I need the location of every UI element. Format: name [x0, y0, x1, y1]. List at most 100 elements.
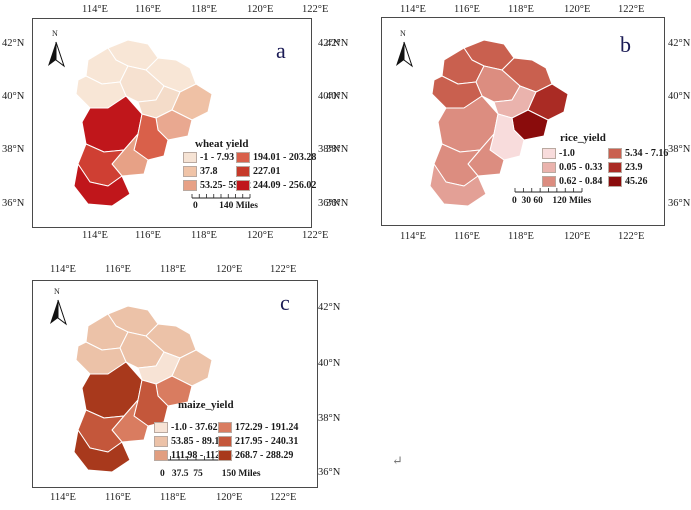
lat-tick-right: 40°N	[318, 91, 341, 102]
map-region	[73, 163, 131, 207]
legend-swatch	[236, 180, 250, 191]
lat-tick-right: 38°N	[318, 413, 341, 424]
lon-tick-top: 116°E	[135, 4, 161, 15]
lon-tick-bottom: 120°E	[247, 230, 274, 241]
lat-tick-right: 38°N	[318, 144, 341, 155]
lat-tick-left: 42°N	[326, 38, 349, 49]
legend-entry: 194.01 - 203.28	[236, 152, 316, 163]
map-panel-maize: 114°E 116°E 118°E 120°E 122°E 114°E 116°E 118°E…	[0, 262, 345, 506]
lat-tick-right: 42°N	[318, 302, 341, 313]
north-label: N	[54, 287, 60, 296]
lon-tick-bottom: 114°E	[82, 230, 108, 241]
legend-swatch	[183, 152, 197, 163]
lon-tick-bottom: 118°E	[160, 492, 186, 503]
legend-label: 111.98 - 112.26	[171, 450, 233, 461]
lon-tick-top: 114°E	[82, 4, 108, 15]
legend-swatch	[154, 450, 168, 461]
map-panel-rice: 114°E 116°E 118°E 120°E 122°E 114°E 116°E 118°E…	[326, 0, 691, 248]
lon-tick-top: 120°E	[216, 264, 243, 275]
lon-tick-bottom: 114°E	[400, 231, 426, 242]
panel-letter: c	[280, 290, 290, 315]
map-region	[429, 163, 487, 207]
choropleth-map	[396, 39, 583, 207]
legend-entry: 37.8	[183, 166, 218, 177]
lat-tick-left: 40°N	[2, 91, 25, 102]
legend-swatch	[608, 148, 622, 159]
map-region	[73, 429, 131, 473]
lon-tick-top: 120°E	[247, 4, 274, 15]
lat-tick-right: 40°N	[318, 358, 341, 369]
scale-bar	[191, 194, 251, 199]
legend-label: -1 - 7.93	[200, 152, 235, 163]
legend-swatch	[236, 152, 250, 163]
scale-bar	[514, 188, 583, 193]
legend-title: rice_yield	[560, 132, 606, 144]
legend-label: 53.85 - 89.12	[171, 436, 225, 447]
legend-swatch	[218, 422, 232, 433]
lon-tick-bottom: 120°E	[564, 231, 591, 242]
legend-swatch	[542, 162, 556, 173]
paragraph-mark: ↵	[392, 453, 403, 468]
legend-swatch	[236, 166, 250, 177]
legend-swatch	[183, 166, 197, 177]
legend-entry: -1.0 - 37.62	[154, 422, 218, 433]
legend-entry: -1 - 7.93	[183, 152, 234, 163]
legend-label: 53.25- 59.02	[200, 180, 251, 191]
legend-label: 5.34 - 7.16	[625, 148, 669, 159]
lon-tick-bottom: 120°E	[216, 492, 243, 503]
lon-tick-top: 114°E	[400, 4, 426, 15]
legend-label: 45.26	[625, 176, 648, 187]
legend-label: 244.09 - 256.02	[253, 180, 317, 191]
lat-tick-left: 36°N	[326, 198, 349, 209]
legend-swatch	[608, 162, 622, 173]
lon-tick-bottom: 116°E	[454, 231, 480, 242]
lat-tick-left: 40°N	[326, 91, 349, 102]
legend-swatch	[542, 176, 556, 187]
legend-title: wheat yield	[195, 138, 249, 150]
legend-label: 0.62 - 0.84	[559, 176, 603, 187]
legend-swatch	[608, 176, 622, 187]
lon-tick-top: 122°E	[618, 4, 645, 15]
legend-entry: 53.25- 59.02	[183, 180, 251, 191]
lon-tick-bottom: 118°E	[191, 230, 217, 241]
legend-swatch	[218, 450, 232, 461]
legend-swatch	[183, 180, 197, 191]
scale-label: 0 30 60 120 Miles	[512, 196, 592, 206]
legend-label: 268.7 - 288.29	[235, 450, 294, 461]
lon-tick-bottom: 122°E	[302, 230, 329, 241]
legend-label: 217.95 - 240.31	[235, 436, 299, 447]
lon-tick-bottom: 116°E	[105, 492, 131, 503]
legend-entry: 45.26	[608, 176, 648, 187]
legend-entry: 0.62 - 0.84	[542, 176, 602, 187]
legend-entry: 268.7 - 288.29	[218, 450, 293, 461]
lat-tick-right: 36°N	[318, 198, 341, 209]
legend-swatch	[154, 422, 168, 433]
north-arrow-icon	[50, 299, 67, 326]
legend-entry: 5.34 - 7.16	[608, 148, 668, 159]
lon-tick-top: 120°E	[564, 4, 591, 15]
legend-entry: 0.05 - 0.33	[542, 162, 602, 173]
scale-label: 0 37.5 75 150 Miles	[160, 469, 261, 479]
legend-label: 37.8	[200, 166, 218, 177]
choropleth-map	[48, 39, 251, 207]
lat-tick-right: 40°N	[668, 91, 691, 102]
legend-swatch	[542, 148, 556, 159]
scale-label: 0 140 Miles	[193, 201, 258, 211]
legend-label: 0.05 - 0.33	[559, 162, 603, 173]
lon-tick-top: 118°E	[508, 4, 534, 15]
lat-tick-left: 42°N	[2, 38, 25, 49]
legend-label: -1.0	[559, 148, 575, 159]
lat-tick-right: 36°N	[318, 467, 341, 478]
lat-tick-right: 36°N	[668, 198, 691, 209]
north-label: N	[400, 29, 406, 38]
lat-tick-right: 38°N	[668, 144, 691, 155]
lon-tick-bottom: 114°E	[50, 492, 76, 503]
legend-entry: 23.9	[608, 162, 643, 173]
lat-tick-left: 38°N	[326, 144, 349, 155]
legend-entry: 53.85 - 89.12	[154, 436, 224, 447]
lon-tick-top: 118°E	[191, 4, 217, 15]
lon-tick-top: 122°E	[302, 4, 329, 15]
legend-entry: 244.09 - 256.02	[236, 180, 316, 191]
legend-swatch	[218, 436, 232, 447]
panel-letter: b	[620, 32, 631, 57]
